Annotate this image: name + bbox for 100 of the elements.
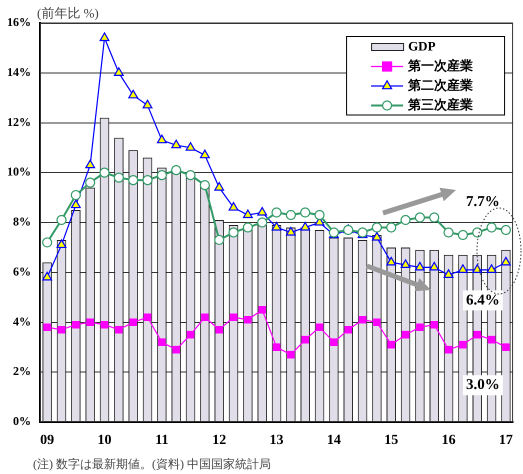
legend-label: GDP [408,38,436,54]
point [286,226,296,236]
point [257,206,268,216]
point [271,207,282,218]
annotation: 7.7% [466,194,500,210]
y-tick-label: 4% [13,314,31,328]
point [473,330,482,338]
point [242,222,253,233]
point [42,237,52,248]
point [214,234,224,246]
point [185,170,196,180]
point [129,318,137,326]
y-tick-label: 16% [7,15,31,30]
point [228,202,238,211]
point [414,262,425,270]
point [258,306,266,314]
y-tick-label: 12% [7,114,31,129]
y-tick-label: 6% [13,264,31,278]
point [142,100,152,108]
point [272,343,280,351]
point [472,227,482,238]
y-tick-label: 10% [7,164,31,179]
point [488,336,496,344]
point [314,210,325,220]
point [244,316,252,324]
x-tick-label: 16 [442,433,456,448]
point [287,350,295,358]
point [85,160,96,168]
point [402,330,410,338]
point [72,320,80,329]
point [214,182,224,191]
point [43,323,51,332]
point [373,318,381,326]
point [115,326,123,334]
point [458,264,468,273]
point [300,222,310,231]
point [429,212,440,223]
point [128,175,138,186]
point [444,346,452,354]
point [230,313,238,322]
point [156,170,167,180]
point [200,180,210,190]
point [443,227,454,238]
point [272,222,282,231]
legend-label: 第三次産業 [407,96,474,112]
point [70,190,81,200]
point [316,323,324,332]
text: (注) 数字は最新期値。(資料) 中国国家統計局 [33,457,271,472]
point [301,336,309,344]
point [186,330,194,338]
point [429,262,440,270]
x-tick-label: 10 [98,433,112,448]
point [414,212,425,223]
point [444,269,454,278]
point [416,323,424,332]
point [56,214,67,226]
point [400,259,410,268]
x-tick-label: 13 [270,433,284,448]
x-tick-label: 11 [155,433,168,448]
point [144,313,152,322]
point [171,140,182,148]
point [171,165,182,176]
y-axis-title: (前年比 %) [37,5,99,20]
point [156,134,167,144]
point [85,178,96,188]
point [114,172,124,183]
point [56,239,66,248]
y-tick-label: 2% [13,364,31,378]
point [300,207,310,218]
point [200,150,210,158]
point [257,217,268,228]
point [486,222,497,233]
point [372,232,382,241]
point [58,326,66,334]
point [430,320,438,329]
x-tick-label: 12 [212,433,226,448]
legend-label: 第二次産業 [407,77,474,92]
point [500,224,512,236]
point [201,313,209,322]
x-tick-label: 15 [384,433,398,448]
point [386,222,396,233]
annotation: 6.4% [466,292,500,308]
point [172,346,180,354]
point [228,227,239,238]
point [100,320,108,329]
point [70,199,81,208]
point [86,318,94,326]
x-tick-label: 17 [498,433,513,448]
y-tick-label: 14% [7,64,31,79]
point [502,343,510,351]
point [330,338,338,346]
legend-label: 第一次産業 [407,58,474,73]
point [344,326,352,334]
point [99,168,110,178]
y-tick-label: 8% [13,214,31,229]
point [286,210,296,220]
point [242,209,253,218]
point [500,256,511,266]
point [458,230,468,240]
point [459,340,467,348]
